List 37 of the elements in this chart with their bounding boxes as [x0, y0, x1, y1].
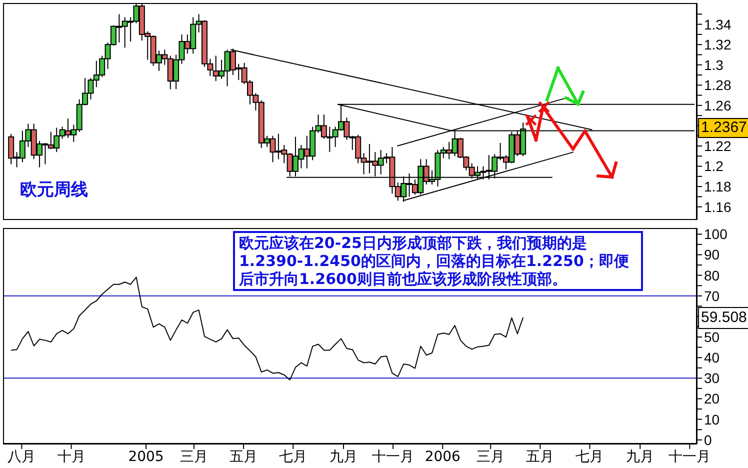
x-tick-label: 2005 [128, 448, 164, 465]
y-tick-label: 90 [704, 246, 720, 263]
text: 1.2367 [698, 118, 748, 138]
y-tick-label: 1.18 [704, 178, 732, 195]
annotation: 欧元周线 [20, 179, 88, 201]
y-tick-label: 1.32 [704, 36, 732, 53]
x-tick-label: 九月 [330, 448, 358, 465]
x-tick-label: 十月 [57, 448, 86, 465]
x-tick-label: 三月 [180, 448, 208, 465]
x-tick-label: 三月 [476, 448, 505, 465]
y-tick-label: 70 [704, 288, 720, 304]
x-tick-label: 2006 [424, 448, 461, 465]
y-tick-label: 20 [704, 390, 720, 407]
y-tick-label: 1.3 [704, 56, 724, 73]
y-tick-label: 1.34 [704, 16, 732, 32]
y-tick-label: 100 [704, 226, 728, 242]
y-tick-label: 1.16 [704, 198, 732, 215]
y-tick-label: 1.26 [704, 97, 732, 114]
y-tick-label: 1.28 [704, 77, 732, 94]
y-tick-label: 80 [704, 267, 720, 284]
x-tick-label: 五月 [230, 448, 258, 465]
x-tick-label: 七月 [576, 448, 604, 465]
x-tick-label: 七月 [279, 448, 308, 465]
annotation: 欧元应该在20-25日内形成顶部下跌，我们预期的是1.2390-1.2450的区间内，回落的目标在1.2250；即便后市升向1.2600则目前也应该形成阶段性顶部。 [233, 231, 643, 291]
y-tick-label: 10 [704, 411, 720, 428]
y-tick-label: 1.2 [704, 158, 724, 174]
x-tick-label: 八月 [8, 448, 36, 465]
x-tick-label: 十一月 [372, 448, 414, 465]
y-tick-label: 0 [704, 432, 712, 448]
x-tick-label: 十一月 [668, 448, 711, 465]
y-tick-label: 1.22 [704, 138, 732, 154]
x-tick-label: 九月 [626, 448, 654, 465]
y-tick-label: 30 [704, 370, 720, 386]
x-tick-label: 五月 [526, 448, 554, 465]
y-tick-label: 40 [704, 350, 720, 366]
y-tick-label: 50 [704, 329, 720, 345]
text: 59.508 [698, 307, 748, 329]
